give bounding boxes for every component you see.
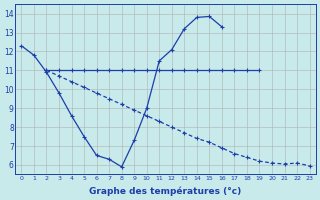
X-axis label: Graphe des températures (°c): Graphe des températures (°c) — [89, 186, 242, 196]
